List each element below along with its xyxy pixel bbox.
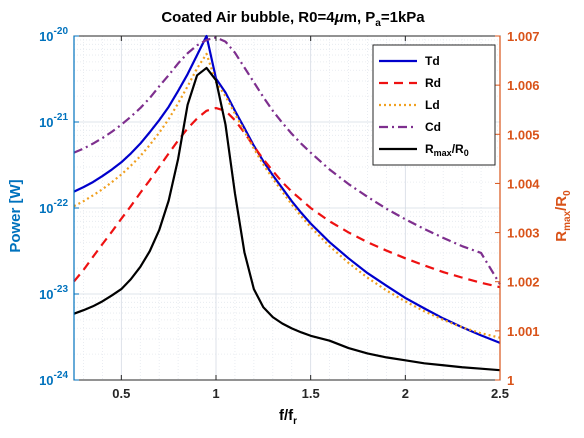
title-suffix: =1kPa	[381, 9, 425, 26]
series-layer	[73, 34, 501, 372]
y-right-label-sub: max	[562, 210, 573, 230]
legend: Td Rd Ld Cd Rmax/R0	[372, 44, 496, 166]
y-right-label-main: R	[553, 231, 570, 242]
title-mu: μ	[334, 9, 344, 26]
legend-label-0: Td	[425, 54, 440, 68]
y-right-tick-label: 1.005	[507, 127, 540, 142]
legend-label-mid: /R	[452, 142, 464, 156]
series-line-3	[73, 36, 501, 285]
title-after-mu: m, P	[344, 9, 376, 26]
title-prefix: Coated Air bubble, R0=4	[161, 9, 335, 26]
legend-label-sub2: 0	[464, 148, 469, 158]
y-right-tick-label: 1.004	[507, 176, 540, 191]
legend-label-main: R	[425, 142, 434, 156]
legend-label-sub: max	[434, 148, 452, 158]
y-left-tick-exp: -21	[54, 112, 69, 123]
legend-label-4: Rmax/R0	[425, 142, 469, 158]
y-right-axis-label: Rmax/R0	[553, 190, 573, 242]
y-right-tick-label: 1	[507, 373, 514, 388]
y-left-tick-label: 10-21	[39, 112, 68, 130]
y-right-tick-label: 1.002	[507, 275, 540, 290]
y-right-tick-label: 1.001	[507, 324, 540, 339]
y-left-tick-exp: -23	[54, 284, 69, 295]
y-left-tick-exp: -22	[54, 198, 69, 209]
y-right-tick-label: 1.003	[507, 226, 540, 241]
y-left-axis-label: Power [W]	[7, 179, 24, 252]
x-axis-label: f/fr	[279, 407, 297, 427]
y-left-tick-base: 10	[39, 373, 53, 388]
series-line-1	[73, 107, 501, 289]
chart-title: Coated Air bubble, R0=4μm, Pa=1kPa	[161, 9, 425, 29]
y-left-tick-label: 10-20	[39, 26, 68, 44]
y-left-tick-label: 10-22	[39, 198, 68, 216]
legend-box	[372, 44, 496, 166]
x-axis-label-main: f/f	[279, 407, 294, 424]
x-axis-ticks: 0.5 1 1.5 2 2.5	[112, 36, 509, 401]
y-right-tick-label: 1.006	[507, 78, 540, 93]
y-right-label-mid: /R	[553, 196, 570, 211]
y-left-tick-label: 10-24	[39, 370, 68, 388]
legend-label-2: Ld	[425, 98, 440, 112]
x-tick-label: 1.5	[302, 386, 320, 401]
x-tick-label: 2	[402, 386, 409, 401]
y-left-tick-base: 10	[39, 115, 53, 130]
y-left-tick-base: 10	[39, 29, 53, 44]
x-tick-label: 0.5	[112, 386, 130, 401]
y-right-axis-ticks: 1 1.001 1.002 1.003 1.004 1.005 1.006 1.007	[495, 29, 540, 388]
y-right-tick-label: 1.007	[507, 29, 540, 44]
series-line-0	[73, 34, 501, 344]
legend-label-3: Cd	[425, 120, 441, 134]
y-right-label-sub2: 0	[562, 190, 573, 196]
x-axis-label-sub: r	[293, 416, 297, 427]
y-left-tick-label: 10-23	[39, 284, 68, 302]
y-left-tick-base: 10	[39, 201, 53, 216]
y-left-tick-base: 10	[39, 287, 53, 302]
series-line-2	[73, 52, 501, 339]
x-tick-label: 1	[212, 386, 219, 401]
x-tick-label: 2.5	[491, 386, 509, 401]
y-left-tick-exp: -20	[54, 26, 69, 37]
title-sub: a	[375, 18, 381, 29]
series-line-4	[73, 66, 501, 372]
y-left-tick-exp: -24	[54, 370, 69, 381]
legend-label-1: Rd	[425, 76, 441, 90]
